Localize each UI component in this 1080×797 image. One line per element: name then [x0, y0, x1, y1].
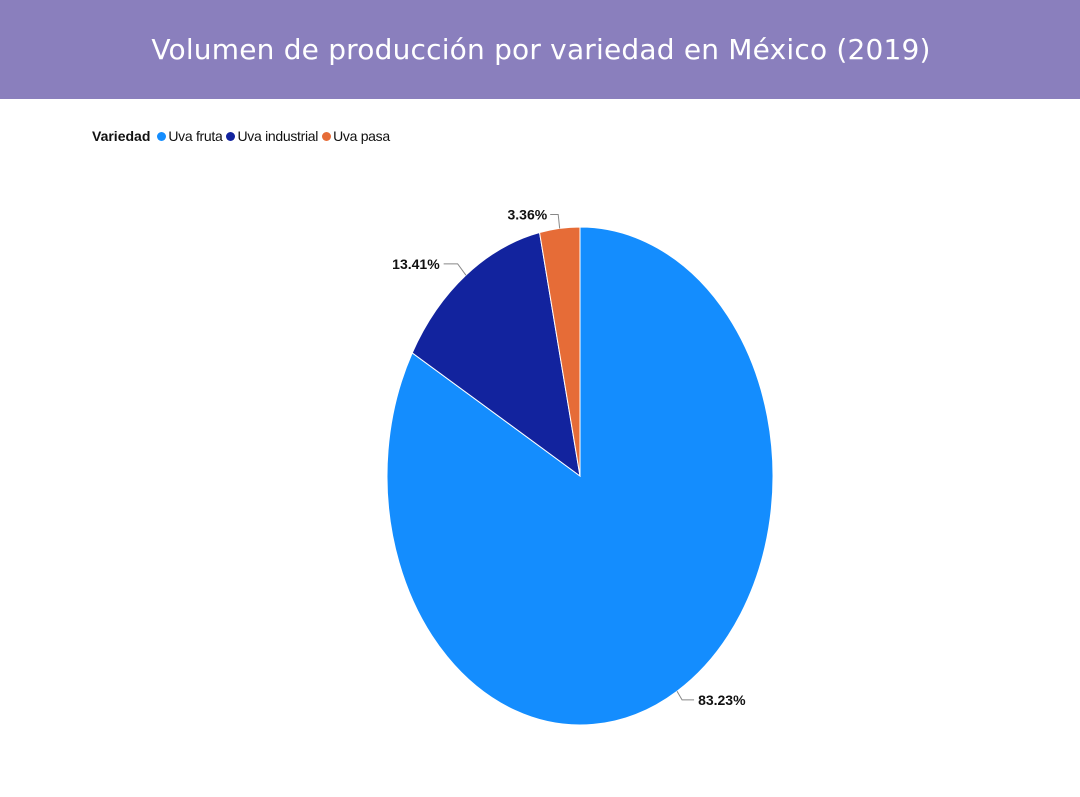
legend-label: Uva fruta	[168, 128, 223, 144]
legend-item-uva-industrial[interactable]: Uva industrial	[226, 128, 318, 144]
legend-item-uva-fruta[interactable]: Uva fruta	[157, 128, 223, 144]
data-label-uva-fruta: 83.23%	[698, 692, 746, 708]
chart-legend: Variedad Uva fruta Uva industrial Uva pa…	[92, 128, 394, 144]
legend-item-uva-pasa[interactable]: Uva pasa	[322, 128, 390, 144]
legend-swatch	[157, 131, 167, 141]
data-label-uva-industrial: 13.41%	[392, 256, 440, 272]
chart-title: Volumen de producción por variedad en Mé…	[151, 33, 931, 66]
legend-title: Variedad	[92, 128, 151, 144]
slice-leader-line	[443, 263, 467, 276]
legend-label: Uva industrial	[237, 128, 319, 144]
chart-header: Volumen de producción por variedad en Mé…	[0, 0, 1080, 99]
legend-swatch	[226, 131, 236, 141]
slice-leader-line	[676, 690, 695, 701]
legend-label: Uva pasa	[333, 128, 390, 144]
slice-leader-line	[550, 213, 561, 229]
data-label-uva-pasa: 3.36%	[507, 206, 547, 222]
legend-swatch	[322, 131, 332, 141]
